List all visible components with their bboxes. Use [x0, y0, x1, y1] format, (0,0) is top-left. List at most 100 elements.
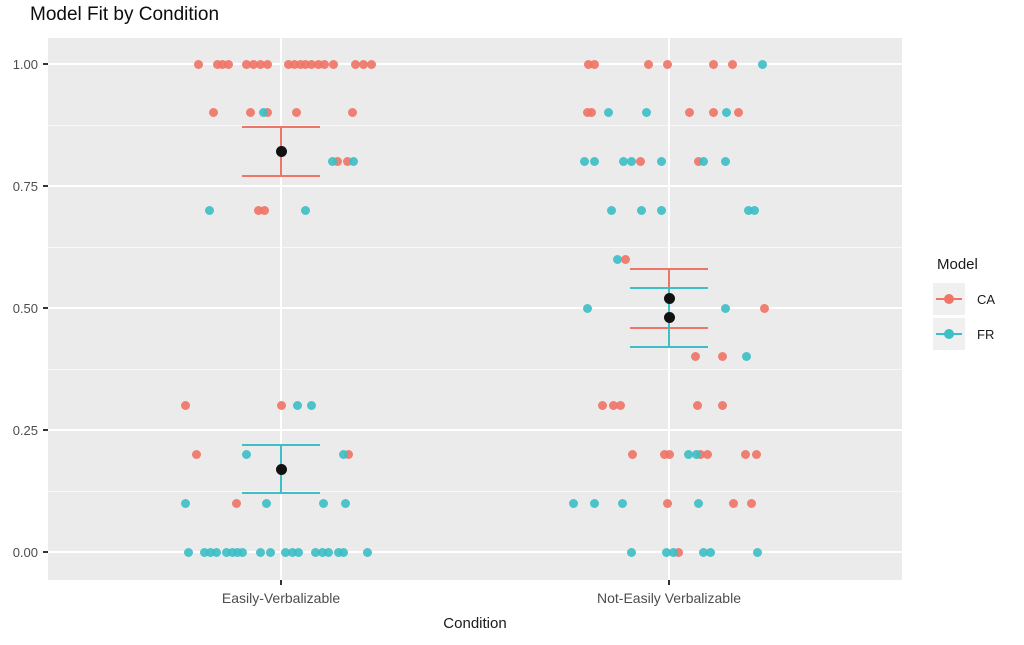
data-point-ca	[733, 108, 743, 118]
data-point-ca	[728, 498, 738, 508]
errorbar-whisker-ca	[630, 267, 708, 270]
data-point-ca	[608, 401, 618, 411]
data-point-fr	[237, 547, 247, 557]
data-point-ca	[597, 401, 607, 411]
data-point-fr	[618, 157, 628, 167]
data-point-fr	[721, 108, 731, 118]
data-point-ca	[615, 401, 625, 411]
data-point-fr	[589, 498, 599, 508]
data-point-fr	[310, 547, 320, 557]
data-point-fr	[348, 157, 358, 167]
mean-point-fr	[663, 312, 675, 324]
data-point-ca	[662, 59, 672, 69]
x-category-label: Not-Easily Verbalizable	[597, 590, 741, 606]
data-point-fr	[318, 498, 328, 508]
data-point-ca	[193, 59, 203, 69]
data-point-fr	[656, 157, 666, 167]
data-point-ca	[241, 59, 251, 69]
data-point-fr	[720, 157, 730, 167]
data-point-ca	[223, 59, 233, 69]
y-tick-label: 1.00	[12, 57, 38, 72]
data-point-ca	[313, 59, 323, 69]
data-point-fr	[280, 547, 290, 557]
data-point-fr	[606, 205, 616, 215]
data-point-ca	[255, 59, 265, 69]
data-point-fr	[698, 547, 708, 557]
legend: Model CA FR	[933, 256, 995, 353]
mean-point-fr	[275, 463, 287, 475]
data-point-ca	[343, 449, 353, 459]
data-point-fr	[333, 547, 343, 557]
data-point-ca	[684, 108, 694, 118]
data-point-ca	[693, 157, 703, 167]
data-point-ca	[208, 108, 218, 118]
data-point-ca	[366, 59, 376, 69]
data-point-fr	[589, 157, 599, 167]
data-point-fr	[568, 498, 578, 508]
data-point-fr	[617, 498, 627, 508]
gridline-major	[48, 185, 902, 187]
data-point-fr	[265, 547, 275, 557]
data-point-fr	[683, 449, 693, 459]
data-point-fr	[693, 498, 703, 508]
data-point-ca	[350, 59, 360, 69]
gridline-major	[48, 307, 902, 309]
data-point-ca	[358, 59, 368, 69]
x-axis-title: Condition	[443, 615, 507, 632]
gridline-minor	[48, 368, 902, 370]
data-point-ca	[702, 449, 712, 459]
data-point-ca	[717, 401, 727, 411]
data-point-ca	[690, 352, 700, 362]
mean-point-ca	[275, 146, 287, 158]
legend-key-fr	[933, 318, 965, 350]
gridline-minor	[48, 490, 902, 492]
data-point-ca	[180, 401, 190, 411]
data-point-ca	[708, 108, 718, 118]
legend-entry-fr: FR	[933, 318, 995, 350]
errorbar-whisker-fr	[242, 443, 320, 446]
data-point-ca	[248, 59, 258, 69]
data-point-ca	[659, 449, 669, 459]
data-point-fr	[743, 205, 753, 215]
data-point-ca	[306, 59, 316, 69]
data-point-fr	[720, 303, 730, 313]
y-tick-mark	[43, 551, 48, 553]
data-point-ca	[283, 59, 293, 69]
y-tick-label: 0.25	[12, 423, 38, 438]
data-point-fr	[327, 157, 337, 167]
x-tick-mark	[280, 580, 282, 585]
data-point-ca	[717, 352, 727, 362]
data-point-fr	[338, 547, 348, 557]
errorbar-whisker-fr	[242, 492, 320, 495]
data-point-ca	[300, 59, 310, 69]
data-point-ca	[664, 449, 674, 459]
legend-label-fr: FR	[977, 326, 995, 342]
data-point-ca	[635, 157, 645, 167]
data-point-fr	[287, 547, 297, 557]
data-point-fr	[292, 401, 302, 411]
gridline-minor	[48, 246, 902, 248]
data-point-ca	[347, 108, 357, 118]
data-point-ca	[673, 547, 683, 557]
legend-label-ca: CA	[977, 291, 996, 307]
data-point-ca	[583, 59, 593, 69]
gridline-major	[48, 63, 902, 65]
data-point-fr	[300, 205, 310, 215]
data-point-fr	[317, 547, 327, 557]
errorbar-whisker-ca	[242, 175, 320, 178]
data-point-fr	[261, 498, 271, 508]
data-point-ca	[276, 401, 286, 411]
data-point-ca	[245, 108, 255, 118]
x-category-label: Easily-Verbalizable	[221, 590, 341, 606]
data-point-fr	[641, 108, 651, 118]
data-point-fr	[227, 547, 237, 557]
y-tick-mark	[43, 429, 48, 431]
data-point-fr	[180, 498, 190, 508]
legend-entry-ca: CA	[933, 283, 995, 315]
data-point-fr	[698, 157, 708, 167]
y-tick-mark	[43, 185, 48, 187]
data-point-fr	[636, 205, 646, 215]
data-point-fr	[612, 254, 622, 264]
data-point-fr	[626, 547, 636, 557]
